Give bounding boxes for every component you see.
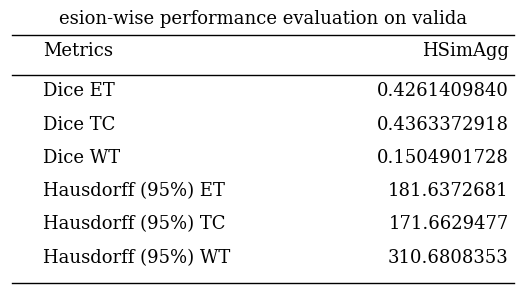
Text: esion-wise performance evaluation on valida: esion-wise performance evaluation on val… (59, 10, 467, 28)
Text: 0.4261409840: 0.4261409840 (377, 82, 509, 100)
Text: Metrics: Metrics (44, 42, 114, 60)
Text: HSimAgg: HSimAgg (422, 42, 509, 60)
Text: 181.6372681: 181.6372681 (388, 182, 509, 200)
Text: Hausdorff (95%) TC: Hausdorff (95%) TC (44, 215, 226, 233)
Text: 0.1504901728: 0.1504901728 (377, 149, 509, 167)
Text: Hausdorff (95%) WT: Hausdorff (95%) WT (44, 249, 231, 267)
Text: 171.6629477: 171.6629477 (388, 215, 509, 233)
Text: 0.4363372918: 0.4363372918 (377, 116, 509, 134)
Text: Dice WT: Dice WT (44, 149, 120, 167)
Text: Hausdorff (95%) ET: Hausdorff (95%) ET (44, 182, 225, 200)
Text: 310.6808353: 310.6808353 (388, 249, 509, 267)
Text: Dice TC: Dice TC (44, 116, 116, 134)
Text: Dice ET: Dice ET (44, 82, 115, 100)
